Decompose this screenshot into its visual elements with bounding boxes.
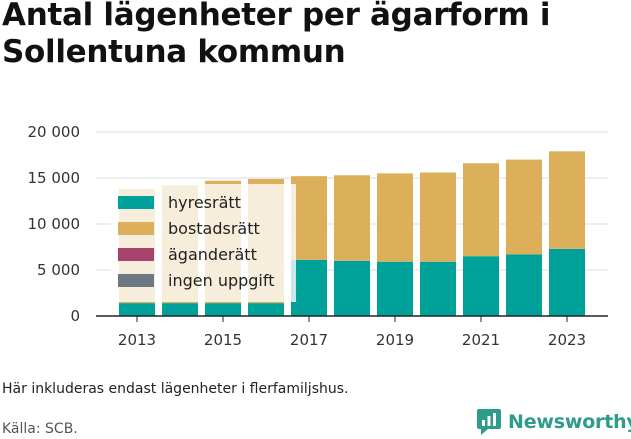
brand-logo[interactable]: Newsworthy xyxy=(476,407,631,437)
legend: hyresrätt bostadsrätt äganderätt ingen uppg… xyxy=(110,184,296,302)
bar-hyresrätt-2018 xyxy=(334,260,370,316)
bar-bostadsrätt-2022 xyxy=(506,159,542,255)
y-axis: 0 5 000 10 000 15 000 20 000 xyxy=(28,123,81,325)
legend-swatch-hyresrätt xyxy=(118,196,154,209)
y-tick-label: 15 000 xyxy=(28,169,81,187)
bar-hyresrätt-2015 xyxy=(205,303,241,316)
x-tick-label: 2019 xyxy=(376,331,414,349)
legend-swatch-äganderätt xyxy=(118,248,154,261)
legend-label: bostadsrätt xyxy=(168,219,260,238)
bar-bostadsrätt-2018 xyxy=(334,175,370,261)
x-tick-label: 2017 xyxy=(290,331,328,349)
bar-bostadsrätt-2019 xyxy=(377,173,413,262)
y-tick-label: 10 000 xyxy=(28,215,81,233)
x-tick-label: 2021 xyxy=(462,331,500,349)
bar-hyresrätt-2019 xyxy=(377,261,413,316)
x-axis: 2013 2015 2017 2019 2021 2023 xyxy=(96,315,608,349)
bar-hyresrätt-2014 xyxy=(162,303,198,316)
legend-swatch-bostadsrätt xyxy=(118,222,154,235)
bar-stack-2019 xyxy=(377,173,413,316)
footnote: Här inkluderas endast lägenheter i flerf… xyxy=(2,381,349,397)
bar-stack-2021 xyxy=(463,163,499,316)
x-tick-label: 2013 xyxy=(118,331,156,349)
bar-hyresrätt-2023 xyxy=(549,248,585,316)
bar-bostadsrätt-2017 xyxy=(291,176,327,260)
source-note: Källa: SCB. xyxy=(2,421,78,437)
bar-stack-2023 xyxy=(549,151,585,316)
y-tick-label: 0 xyxy=(70,307,80,325)
x-tick-label: 2015 xyxy=(204,331,242,349)
bar-hyresrätt-2013 xyxy=(119,303,155,316)
x-tick-label: 2023 xyxy=(548,331,586,349)
bar-bostadsrätt-2020 xyxy=(420,172,456,262)
bar-hyresrätt-2017 xyxy=(291,259,327,316)
bar-stack-2020 xyxy=(420,172,456,316)
y-tick-label: 5 000 xyxy=(37,261,80,279)
legend-swatch-ingen-uppgift xyxy=(118,274,154,287)
bar-stack-2018 xyxy=(334,175,370,316)
newsworthy-logo-icon xyxy=(477,409,501,435)
legend-label: hyresrätt xyxy=(168,193,241,212)
bar-hyresrätt-2021 xyxy=(463,256,499,316)
bar-hyresrätt-2016 xyxy=(248,303,284,316)
y-tick-label: 20 000 xyxy=(28,123,81,141)
bar-stack-2017 xyxy=(291,176,327,316)
bar-bostadsrätt-2021 xyxy=(463,163,499,257)
legend-label: ingen uppgift xyxy=(168,271,275,290)
bar-hyresrätt-2020 xyxy=(420,261,456,316)
chart-title: Antal lägenheter per ägarform i Sollentu… xyxy=(2,0,551,70)
bar-stack-2022 xyxy=(506,159,542,316)
bar-hyresrätt-2022 xyxy=(506,254,542,316)
brand-name: Newsworthy xyxy=(508,411,631,433)
legend-label: äganderätt xyxy=(168,245,257,264)
bar-bostadsrätt-2023 xyxy=(549,151,585,249)
